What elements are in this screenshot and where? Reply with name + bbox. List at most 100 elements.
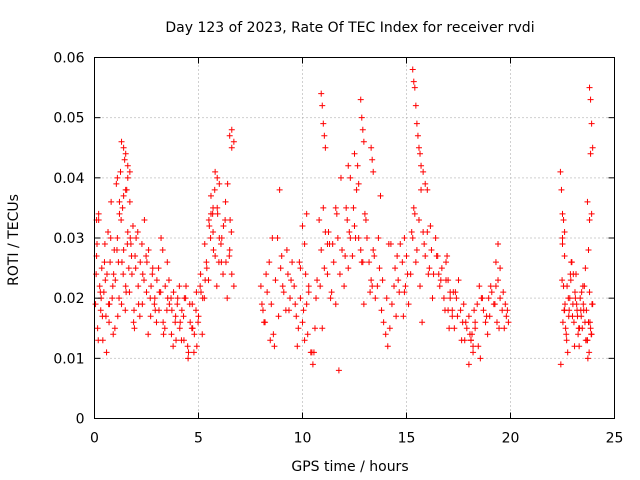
data-point: [120, 247, 127, 254]
data-point: [410, 78, 417, 85]
data-point: [122, 283, 129, 290]
y-tick-label: 0: [76, 412, 85, 428]
data-point: [112, 277, 119, 284]
data-point: [158, 235, 165, 241]
data-point: [447, 295, 454, 302]
data-point: [463, 325, 470, 332]
data-point: [374, 283, 381, 290]
data-point: [317, 283, 324, 290]
data-point: [106, 301, 113, 308]
data-point: [573, 301, 580, 308]
data-point: [118, 259, 125, 266]
data-point: [266, 259, 273, 266]
data-point: [272, 277, 279, 284]
data-point: [257, 283, 264, 290]
data-point: [120, 192, 127, 199]
data-point: [399, 259, 406, 266]
data-point: [178, 307, 185, 314]
data-point: [408, 228, 415, 235]
data-point: [350, 204, 357, 211]
data-point: [278, 253, 285, 260]
data-point: [288, 277, 295, 284]
data-point: [215, 259, 222, 266]
data-point: [465, 313, 472, 320]
data-point: [139, 271, 146, 278]
data-point: [195, 313, 202, 320]
data-point: [561, 228, 568, 235]
data-point: [296, 259, 303, 266]
data-point: [295, 325, 302, 332]
data-point: [376, 265, 383, 272]
data-point: [264, 289, 271, 296]
data-point: [138, 241, 145, 248]
data-point: [565, 295, 572, 302]
data-point: [160, 331, 167, 338]
y-tick-label: 0.02: [53, 291, 84, 307]
data-point: [395, 277, 402, 284]
data-point: [357, 96, 364, 103]
data-point: [379, 277, 386, 284]
data-point: [277, 265, 284, 272]
data-point: [412, 102, 419, 109]
data-point: [141, 216, 148, 223]
data-point: [134, 228, 141, 235]
data-point: [274, 235, 281, 241]
data-point: [94, 325, 101, 332]
data-point: [581, 319, 588, 326]
data-point: [426, 265, 433, 272]
data-point: [101, 241, 108, 248]
data-point: [469, 331, 476, 338]
data-point: [275, 313, 282, 320]
data-point: [97, 307, 104, 314]
data-point: [141, 277, 148, 284]
data-point: [499, 307, 506, 314]
data-point: [492, 283, 499, 290]
data-point: [413, 120, 420, 127]
data-point: [347, 235, 354, 241]
data-point: [586, 84, 593, 91]
data-point: [342, 253, 349, 260]
data-point: [210, 228, 217, 235]
data-point: [449, 313, 456, 320]
data-point: [214, 210, 221, 217]
data-point: [161, 325, 168, 332]
x-tick-label: 25: [606, 431, 624, 447]
data-point: [181, 295, 188, 302]
data-point: [332, 301, 339, 308]
y-tick-label: 0.05: [53, 111, 84, 127]
data-point: [109, 295, 116, 302]
data-point: [417, 283, 424, 290]
data-point: [143, 253, 150, 260]
data-point: [386, 325, 393, 332]
data-point: [409, 235, 416, 241]
data-point: [165, 277, 172, 284]
data-point: [424, 186, 431, 193]
data-point: [368, 277, 375, 284]
data-point: [460, 301, 467, 308]
data-point: [415, 144, 422, 151]
data-point: [271, 343, 278, 350]
data-point: [453, 295, 460, 302]
data-point: [571, 289, 578, 296]
data-point: [114, 235, 121, 241]
data-point: [113, 247, 120, 254]
data-point: [361, 210, 368, 217]
data-point: [213, 283, 220, 290]
data-point: [230, 283, 237, 290]
data-point: [324, 241, 331, 248]
data-point: [206, 222, 213, 229]
data-point: [185, 355, 192, 362]
data-point: [328, 289, 335, 296]
data-point: [126, 168, 133, 175]
data-point: [168, 331, 175, 338]
data-point: [385, 241, 392, 248]
data-point: [472, 319, 479, 326]
data-point: [205, 216, 212, 223]
data-point: [351, 150, 358, 157]
y-tick-label: 0.04: [53, 171, 84, 187]
data-point: [476, 283, 483, 290]
x-tick-label: 0: [90, 431, 99, 447]
axis-ticks: 0 5 10 15 20 25 0 0.01 0.02 0.03 0.04 0.05 0.06: [53, 51, 623, 447]
data-point: [118, 138, 125, 145]
data-point: [358, 259, 365, 266]
